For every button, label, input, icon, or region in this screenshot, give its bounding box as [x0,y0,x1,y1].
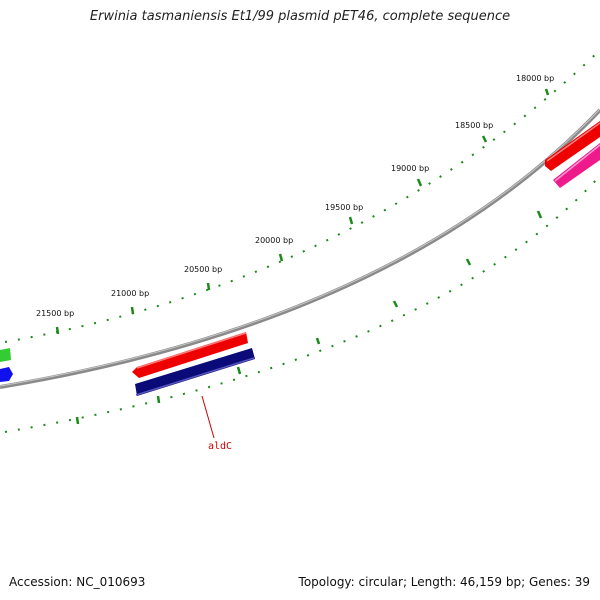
gene-feature-navy [135,348,255,396]
gene-feature-green [0,348,11,362]
plasmid-backbone-highlight [0,108,600,387]
outer-tick-ring [4,51,599,343]
summary-text: Topology: circular; Length: 46,159 bp; G… [298,575,590,589]
gene-feature-pink-upper-highlight [554,144,600,182]
bp-label-20000: 20000 bp [255,236,293,245]
bp-label-20500: 20500 bp [184,265,222,274]
accession-text: Accession: NC_010693 [9,575,146,589]
bp-label-19000: 19000 bp [391,164,429,173]
gene-label-leader [201,395,215,439]
gene-feature-red-highlight [136,332,247,369]
bp-label-21500: 21500 bp [36,309,74,318]
bp-label-21000: 21000 bp [111,289,149,298]
gene-feature-navy-highlight [135,357,255,396]
major-ticks [55,88,550,425]
gene-feature-blue [0,367,13,382]
plasmid-backbone [0,108,600,389]
bp-label-18500: 18500 bp [455,121,493,130]
gene-label-aldC: aldC [208,441,232,452]
gene-feature-red-upper-highlight [546,122,600,162]
bp-label-19500: 19500 bp [325,203,363,212]
map-title: Erwinia tasmaniensis Et1/99 plasmid pET4… [89,9,511,24]
bp-label-18000: 18000 bp [516,74,554,83]
gene-feature-red [132,332,248,378]
